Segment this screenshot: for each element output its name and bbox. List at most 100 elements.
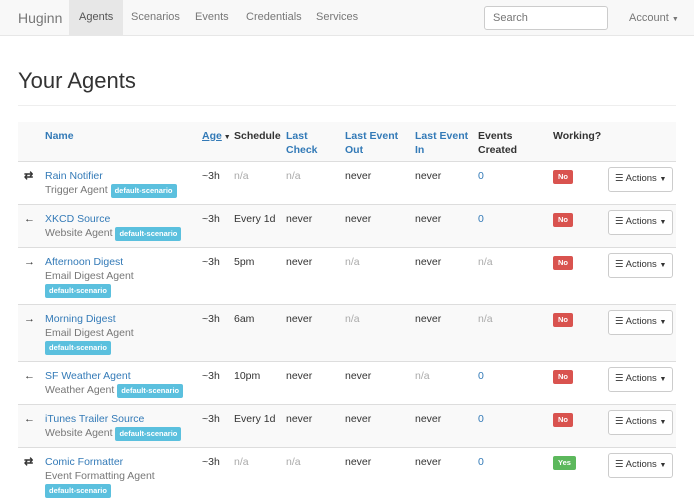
agent-last-event-in: never xyxy=(415,455,442,468)
caret-down-icon: ▼ xyxy=(659,461,667,469)
actions-cell: ☰ Actions ▼ xyxy=(608,304,676,361)
agent-events-created[interactable]: 0 xyxy=(478,455,484,468)
agent-type: Website Agent xyxy=(45,226,113,239)
agent-name-link[interactable]: Comic Formatter xyxy=(45,455,124,468)
list-icon: ☰ xyxy=(615,458,624,470)
actions-label: Actions xyxy=(625,315,657,327)
working-status-badge: No xyxy=(553,369,573,384)
actions-label: Actions xyxy=(625,458,657,470)
actions-button[interactable]: ☰ Actions ▼ xyxy=(608,166,674,192)
table-row: → Morning Digest Email Digest Agent defau… xyxy=(18,304,676,361)
scenario-label[interactable]: default-scenario xyxy=(117,383,184,398)
actions-cell: ☰ Actions ▼ xyxy=(608,161,676,204)
header-name[interactable]: Name xyxy=(45,130,74,142)
brand[interactable]: Huginn xyxy=(18,10,63,26)
agent-last-event-in: never xyxy=(415,212,442,225)
agent-last-event-in: never xyxy=(415,255,442,268)
nav-agents[interactable]: Agents xyxy=(69,0,124,35)
list-icon: ☰ xyxy=(615,372,624,384)
nav-credentials[interactable]: Credentials xyxy=(246,11,302,23)
nav-events[interactable]: Events xyxy=(195,11,229,23)
agent-name-link[interactable]: Afternoon Digest xyxy=(45,255,124,268)
scenario-label[interactable]: default-scenario xyxy=(45,283,111,298)
agent-last-event-out: n/a xyxy=(345,255,360,268)
agent-type: Website Agent xyxy=(45,426,113,439)
caret-down-icon: ▼ xyxy=(659,175,667,183)
agent-working-cell: No xyxy=(553,247,608,304)
working-status-badge: No xyxy=(553,169,573,184)
working-status-badge: Yes xyxy=(553,455,576,470)
actions-button[interactable]: ☰ Actions ▼ xyxy=(608,366,674,392)
caret-down-icon: ▼ xyxy=(659,375,667,383)
agent-direction-icon: ← xyxy=(24,212,35,225)
agent-cell: iTunes Trailer Source Website Agent defa… xyxy=(45,404,202,447)
scenario-label[interactable]: default-scenario xyxy=(115,226,182,241)
agent-cell: SF Weather Agent Weather Agent default-s… xyxy=(45,361,202,404)
table-row: ← SF Weather Agent Weather Agent default… xyxy=(18,361,676,404)
account-menu[interactable]: Account ▼ xyxy=(629,12,679,24)
agent-events-created: n/a xyxy=(478,312,493,325)
agent-events-created[interactable]: 0 xyxy=(478,412,484,425)
agent-events-created[interactable]: 0 xyxy=(478,212,484,225)
header-events-created: Events Created xyxy=(478,130,518,156)
agent-name-link[interactable]: Morning Digest xyxy=(45,312,116,325)
agents-table: Name Age ▼ Schedule Last Check Last Even… xyxy=(18,122,676,504)
agent-schedule: 10pm xyxy=(234,369,261,382)
scenario-label[interactable]: default-scenario xyxy=(110,183,177,198)
search-input[interactable] xyxy=(484,6,608,30)
header-last-event-in[interactable]: Last Event In xyxy=(415,130,469,156)
agent-working-cell: No xyxy=(553,361,608,404)
agent-direction-icon: → xyxy=(24,312,35,325)
agent-events-created[interactable]: 0 xyxy=(478,169,484,182)
actions-button[interactable]: ☰ Actions ▼ xyxy=(608,452,674,478)
agent-events-created[interactable]: 0 xyxy=(478,369,484,382)
page-title: Your Agents xyxy=(18,68,136,93)
nav-services[interactable]: Services xyxy=(316,11,359,23)
header-age[interactable]: Age ▼ xyxy=(202,122,232,161)
actions-button[interactable]: ☰ Actions ▼ xyxy=(608,209,674,235)
actions-button[interactable]: ☰ Actions ▼ xyxy=(608,409,674,435)
agent-name-link[interactable]: XKCD Source xyxy=(45,212,111,225)
actions-button[interactable]: ☰ Actions ▼ xyxy=(608,309,674,335)
agent-schedule: n/a xyxy=(234,455,249,468)
agent-working-cell: Yes xyxy=(553,447,608,504)
agent-working-cell: No xyxy=(553,404,608,447)
agent-name-link[interactable]: iTunes Trailer Source xyxy=(45,412,145,425)
caret-down-icon: ▼ xyxy=(659,318,667,326)
agent-schedule: Every 1d xyxy=(234,412,276,425)
divider xyxy=(18,105,676,106)
nav-scenarios[interactable]: Scenarios xyxy=(131,11,180,23)
list-icon: ☰ xyxy=(615,172,624,184)
agent-name-link[interactable]: SF Weather Agent xyxy=(45,369,131,382)
header-last-event-out[interactable]: Last Event Out xyxy=(345,130,399,156)
account-label: Account xyxy=(629,12,669,24)
actions-cell: ☰ Actions ▼ xyxy=(608,361,676,404)
agent-last-event-out: never xyxy=(345,212,372,225)
actions-label: Actions xyxy=(625,172,657,184)
header-last-check[interactable]: Last Check xyxy=(286,130,318,156)
agent-last-check: never xyxy=(286,212,313,225)
agent-schedule: Every 1d xyxy=(234,212,276,225)
scenario-label[interactable]: default-scenario xyxy=(115,426,182,441)
navbar: Huginn Agents Scenarios Events Credentia… xyxy=(0,0,694,36)
agent-age: ~3h xyxy=(202,255,220,268)
agent-schedule: n/a xyxy=(234,169,249,182)
agent-age: ~3h xyxy=(202,312,220,325)
agent-age: ~3h xyxy=(202,369,220,382)
header-age-label: Age xyxy=(202,130,222,142)
actions-button[interactable]: ☰ Actions ▼ xyxy=(608,252,674,278)
scenario-label[interactable]: default-scenario xyxy=(45,483,111,498)
agent-name-link[interactable]: Rain Notifier xyxy=(45,169,103,182)
actions-cell: ☰ Actions ▼ xyxy=(608,447,676,504)
agent-last-check: never xyxy=(286,412,313,425)
agent-last-check: n/a xyxy=(286,169,301,182)
agent-events-created: n/a xyxy=(478,255,493,268)
table-row: → Afternoon Digest Email Digest Agent def… xyxy=(18,247,676,304)
agent-last-event-out: n/a xyxy=(345,312,360,325)
actions-label: Actions xyxy=(625,415,657,427)
working-status-badge: No xyxy=(553,255,573,270)
agent-cell: Rain Notifier Trigger Agent default-scen… xyxy=(45,161,202,204)
agent-age: ~3h xyxy=(202,212,220,225)
actions-cell: ☰ Actions ▼ xyxy=(608,204,676,247)
scenario-label[interactable]: default-scenario xyxy=(45,340,111,355)
